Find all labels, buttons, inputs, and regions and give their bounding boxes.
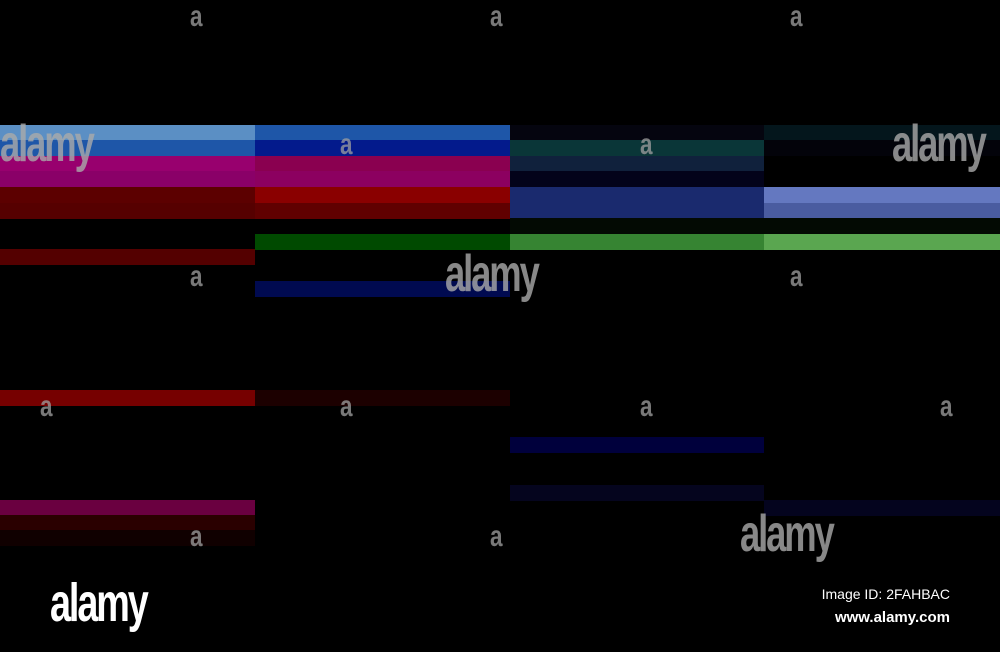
watermark-alamy: alamy bbox=[892, 115, 987, 173]
color-bar bbox=[764, 187, 1000, 203]
color-bar bbox=[255, 171, 510, 187]
color-bar bbox=[0, 530, 255, 546]
watermark-a: a bbox=[340, 128, 353, 161]
color-bar bbox=[764, 140, 1000, 156]
watermark-alamy: alamy bbox=[445, 245, 540, 303]
color-bar bbox=[510, 125, 764, 141]
color-bar bbox=[255, 140, 510, 156]
color-bar bbox=[510, 485, 764, 501]
watermark-a: a bbox=[640, 390, 653, 423]
color-bar bbox=[0, 140, 255, 156]
color-bar bbox=[510, 437, 764, 453]
watermark-a: a bbox=[790, 260, 803, 293]
color-bar bbox=[510, 218, 764, 234]
color-bar bbox=[255, 203, 510, 219]
color-bar bbox=[255, 187, 510, 203]
color-bar bbox=[510, 156, 764, 172]
watermark-alamy: alamy bbox=[0, 115, 95, 173]
color-bar bbox=[255, 156, 510, 172]
color-bar bbox=[0, 156, 255, 172]
color-bar bbox=[0, 203, 255, 219]
watermark-a: a bbox=[340, 390, 353, 423]
color-bar bbox=[764, 218, 1000, 234]
color-bar bbox=[255, 390, 510, 406]
color-bar bbox=[0, 500, 255, 516]
watermark-alamy: alamy bbox=[740, 505, 835, 563]
color-bar bbox=[510, 171, 764, 187]
watermark-a: a bbox=[940, 390, 953, 423]
watermark-a: a bbox=[190, 0, 203, 33]
color-bar bbox=[764, 203, 1000, 219]
watermark-a: a bbox=[190, 260, 203, 293]
color-bar bbox=[0, 249, 255, 265]
color-bar bbox=[0, 390, 255, 406]
color-bar bbox=[764, 234, 1000, 250]
alamy-logo: alamy bbox=[50, 573, 149, 633]
color-bar bbox=[255, 281, 510, 297]
color-bar bbox=[510, 140, 764, 156]
color-bar bbox=[0, 515, 255, 531]
watermark-a: a bbox=[640, 128, 653, 161]
watermark-a: a bbox=[490, 0, 503, 33]
watermark-a: a bbox=[490, 520, 503, 553]
watermark-a: a bbox=[190, 520, 203, 553]
color-bar bbox=[510, 187, 764, 203]
color-bar bbox=[510, 203, 764, 219]
color-bar bbox=[255, 125, 510, 141]
color-bar bbox=[0, 187, 255, 203]
color-bar bbox=[255, 234, 510, 250]
watermark-a: a bbox=[790, 0, 803, 33]
color-bar bbox=[0, 171, 255, 187]
color-bar bbox=[0, 125, 255, 141]
color-bar bbox=[764, 125, 1000, 141]
image-id: Image ID: 2FAHBAC bbox=[821, 586, 950, 602]
color-bar bbox=[510, 234, 764, 250]
color-bar bbox=[764, 500, 1000, 516]
watermark-a: a bbox=[40, 390, 53, 423]
site-url[interactable]: www.alamy.com bbox=[834, 609, 950, 626]
